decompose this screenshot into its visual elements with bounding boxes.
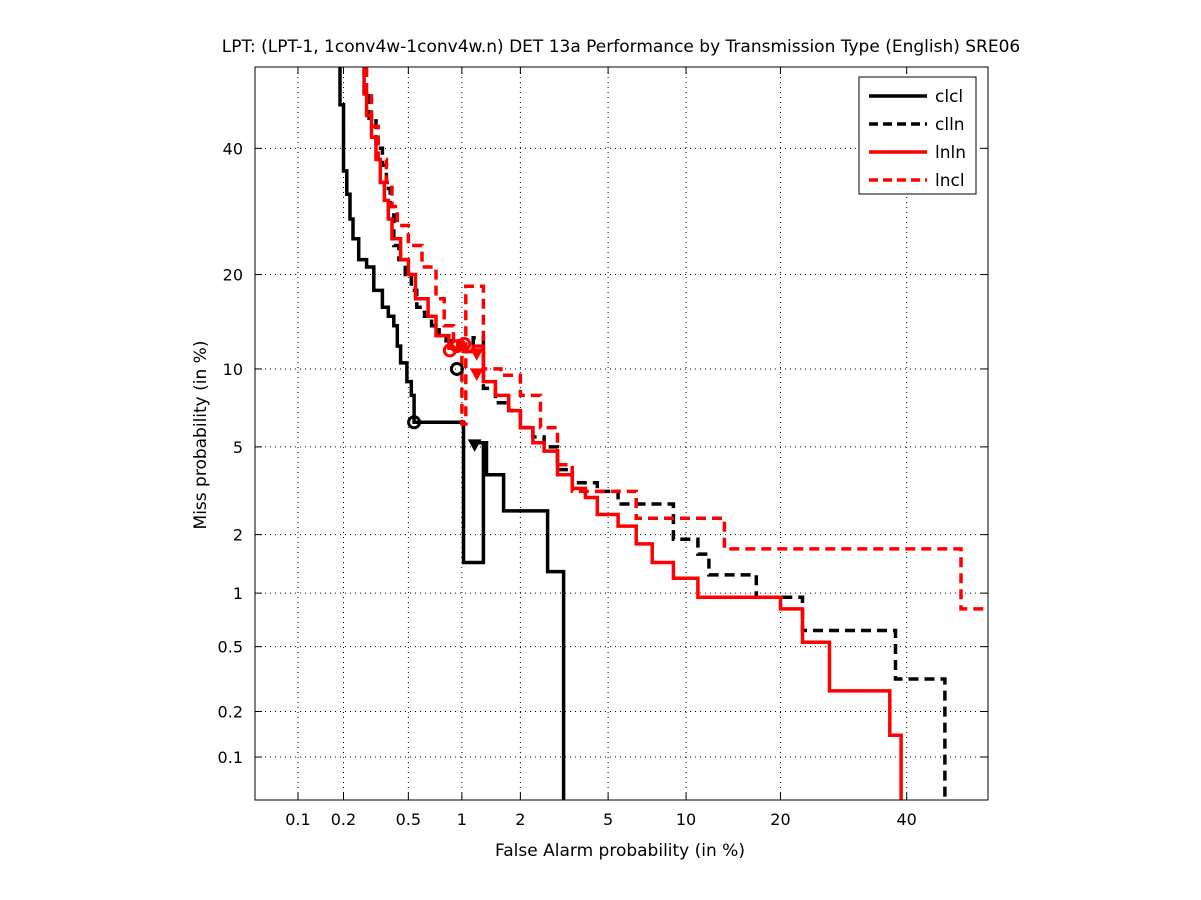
x-tick-label: 0.5 [396, 810, 421, 829]
series-line-lnln [362, 67, 903, 800]
legend-label-lnln: lnln [935, 143, 966, 163]
marker-lncl-circle [449, 339, 464, 354]
y-tick-label: 40 [223, 139, 243, 158]
x-tick-label: 10 [676, 810, 696, 829]
x-axis-label: False Alarm probability (in %) [495, 841, 745, 861]
x-tick-label: 5 [603, 810, 613, 829]
marker-clcl-triangle [467, 439, 482, 452]
series-line-clcl [338, 67, 566, 800]
marker-clcl-circle [449, 361, 464, 376]
axis-ticks [255, 67, 988, 800]
y-tick-label: 0.1 [218, 748, 243, 767]
chart-title: LPT: (LPT-1, 1conv4w-1conv4w.n) DET 13a … [222, 37, 1021, 57]
marker-layer [407, 336, 484, 452]
marker-lncl-triangle [469, 368, 484, 381]
y-tick-label: 10 [223, 360, 243, 379]
y-tick-label: 20 [223, 266, 243, 285]
marker-lnln-circle [457, 336, 472, 351]
legend-label-lncl: lncl [935, 171, 965, 191]
legend-label-clln: clln [935, 115, 965, 135]
y-tick-label: 5 [233, 438, 243, 457]
x-tick-label: 1 [457, 810, 467, 829]
x-tick-label: 2 [515, 810, 525, 829]
series-layer [338, 67, 988, 800]
x-tick-label: 0.1 [285, 810, 310, 829]
axes-frame [254, 66, 989, 801]
y-tick-label: 0.5 [218, 638, 243, 657]
marker-clcl-circle [407, 415, 422, 430]
y-tick-label: 1 [233, 584, 243, 603]
series-line-lncl [364, 67, 988, 611]
legend-label-clcl: clcl [935, 87, 963, 107]
x-tick-label: 20 [770, 810, 790, 829]
y-axis-label: Miss probability (in %) [191, 341, 211, 530]
marker-lnln-triangle [469, 348, 484, 361]
y-tick-label: 0.2 [218, 703, 243, 722]
y-tick-labels: 0.1 0.2 0.5 1 2 5 10 20 40 [218, 139, 243, 767]
x-tick-label: 40 [896, 810, 916, 829]
y-tick-label: 2 [233, 526, 243, 545]
x-tick-label: 0.2 [331, 810, 356, 829]
x-tick-labels: 0.1 0.2 0.5 1 2 5 10 20 40 [285, 810, 917, 829]
legend: clcl clln lnln lncl [858, 76, 977, 195]
